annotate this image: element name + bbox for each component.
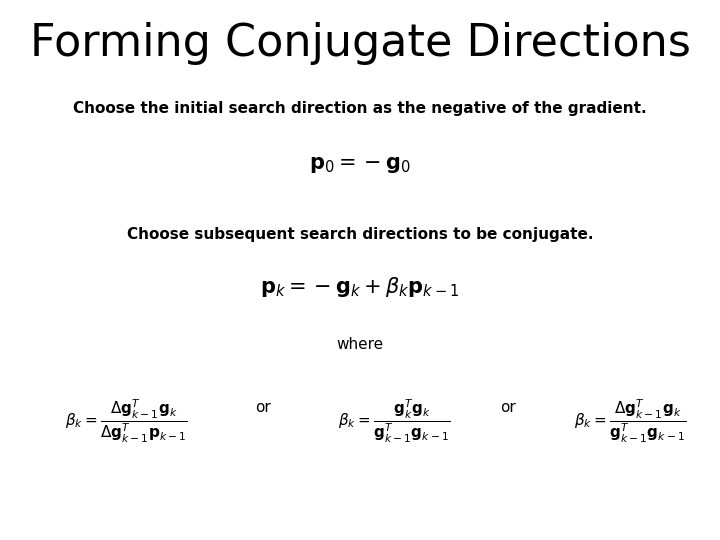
Text: or: or bbox=[255, 400, 271, 415]
Text: Choose the initial search direction as the negative of the gradient.: Choose the initial search direction as t… bbox=[73, 100, 647, 116]
Text: where: where bbox=[336, 337, 384, 352]
Text: Forming Conjugate Directions: Forming Conjugate Directions bbox=[30, 22, 690, 65]
Text: $\beta_k = \dfrac{\Delta\mathbf{g}_{k-1}^T \mathbf{g}_k}{\mathbf{g}_{k-1}^T \mat: $\beta_k = \dfrac{\Delta\mathbf{g}_{k-1}… bbox=[574, 397, 686, 445]
Text: $\mathbf{p}_k = -\mathbf{g}_k + \beta_k \mathbf{p}_{k-1}$: $\mathbf{p}_k = -\mathbf{g}_k + \beta_k … bbox=[261, 275, 459, 299]
Text: $\beta_k = \dfrac{\mathbf{g}_k^T \mathbf{g}_k}{\mathbf{g}_{k-1}^T \mathbf{g}_{k-: $\beta_k = \dfrac{\mathbf{g}_k^T \mathbf… bbox=[338, 397, 451, 445]
Text: $\mathbf{p}_0 = -\mathbf{g}_0$: $\mathbf{p}_0 = -\mathbf{g}_0$ bbox=[309, 154, 411, 175]
Text: $\beta_k = \dfrac{\Delta\mathbf{g}_{k-1}^T \mathbf{g}_k}{\Delta\mathbf{g}_{k-1}^: $\beta_k = \dfrac{\Delta\mathbf{g}_{k-1}… bbox=[65, 397, 187, 445]
Text: Choose subsequent search directions to be conjugate.: Choose subsequent search directions to b… bbox=[127, 227, 593, 242]
Text: or: or bbox=[500, 400, 516, 415]
